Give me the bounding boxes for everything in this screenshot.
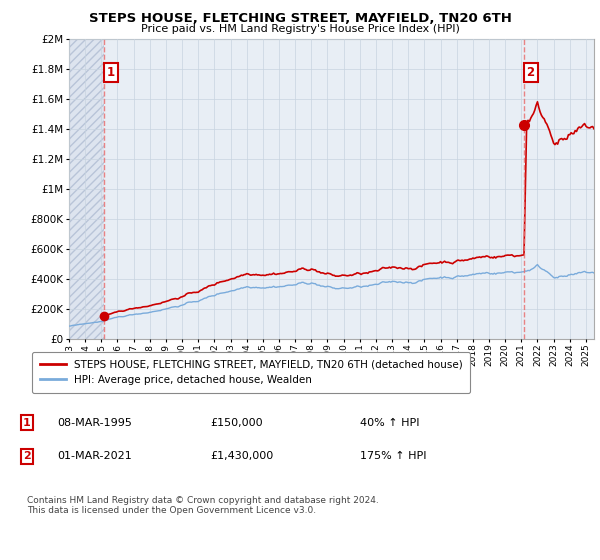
- STEPS HOUSE, FLETCHING STREET, MAYFIELD, TN20 6TH (detached house): [102, 312, 109, 319]
- HPI: Average price, detached house, Wealden: (2.02e+03, 4.46e+05): Average price, detached house, Wealden: …: [503, 269, 510, 276]
- Line: HPI: Average price, detached house, Wealden: HPI: Average price, detached house, Weal…: [69, 264, 594, 326]
- STEPS HOUSE, FLETCHING STREET, MAYFIELD, TN20 6TH (detached house): [534, 99, 541, 105]
- STEPS HOUSE, FLETCHING STREET, MAYFIELD, TN20 6TH (detached house): [211, 282, 218, 288]
- Text: 08-MAR-1995: 08-MAR-1995: [57, 418, 132, 428]
- HPI: Average price, detached house, Wealden: (2.01e+03, 3.75e+05): Average price, detached house, Wealden: …: [406, 279, 413, 286]
- Text: Contains HM Land Registry data © Crown copyright and database right 2024.
This d: Contains HM Land Registry data © Crown c…: [27, 496, 379, 515]
- Text: £1,430,000: £1,430,000: [210, 451, 273, 461]
- Text: 01-MAR-2021: 01-MAR-2021: [57, 451, 132, 461]
- HPI: Average price, detached house, Wealden: (1.99e+03, 8.49e+04): Average price, detached house, Wealden: …: [65, 323, 73, 329]
- HPI: Average price, detached house, Wealden: (2.02e+03, 4.54e+05): Average price, detached house, Wealden: …: [526, 268, 533, 274]
- Text: £150,000: £150,000: [210, 418, 263, 428]
- Text: 2: 2: [23, 451, 31, 461]
- HPI: Average price, detached house, Wealden: (2.03e+03, 4.39e+05): Average price, detached house, Wealden: …: [590, 270, 598, 277]
- STEPS HOUSE, FLETCHING STREET, MAYFIELD, TN20 6TH (detached house): [308, 265, 315, 272]
- Bar: [69, 39, 104, 339]
- Text: 1: 1: [106, 66, 115, 78]
- Text: 40% ↑ HPI: 40% ↑ HPI: [360, 418, 419, 428]
- STEPS HOUSE, FLETCHING STREET, MAYFIELD, TN20 6TH (detached house): [590, 125, 598, 132]
- Text: 1: 1: [23, 418, 31, 428]
- HPI: Average price, detached house, Wealden: (2e+03, 3.27e+05): Average price, detached house, Wealden: …: [232, 286, 239, 293]
- STEPS HOUSE, FLETCHING STREET, MAYFIELD, TN20 6TH (detached house): [472, 255, 479, 262]
- Line: STEPS HOUSE, FLETCHING STREET, MAYFIELD, TN20 6TH (detached house): STEPS HOUSE, FLETCHING STREET, MAYFIELD,…: [106, 102, 594, 316]
- HPI: Average price, detached house, Wealden: (2e+03, 2.38e+05): Average price, detached house, Wealden: …: [182, 300, 190, 306]
- Text: STEPS HOUSE, FLETCHING STREET, MAYFIELD, TN20 6TH: STEPS HOUSE, FLETCHING STREET, MAYFIELD,…: [89, 12, 511, 25]
- Text: 2: 2: [526, 66, 535, 78]
- HPI: Average price, detached house, Wealden: (2.02e+03, 4.96e+05): Average price, detached house, Wealden: …: [534, 261, 541, 268]
- STEPS HOUSE, FLETCHING STREET, MAYFIELD, TN20 6TH (detached house): [149, 302, 156, 309]
- STEPS HOUSE, FLETCHING STREET, MAYFIELD, TN20 6TH (detached house): [220, 278, 227, 284]
- STEPS HOUSE, FLETCHING STREET, MAYFIELD, TN20 6TH (detached house): [127, 305, 134, 312]
- Legend: STEPS HOUSE, FLETCHING STREET, MAYFIELD, TN20 6TH (detached house), HPI: Average: STEPS HOUSE, FLETCHING STREET, MAYFIELD,…: [32, 352, 470, 393]
- Text: Price paid vs. HM Land Registry's House Price Index (HPI): Price paid vs. HM Land Registry's House …: [140, 24, 460, 34]
- Text: 175% ↑ HPI: 175% ↑ HPI: [360, 451, 427, 461]
- HPI: Average price, detached house, Wealden: (2.02e+03, 4.16e+05): Average price, detached house, Wealden: …: [559, 273, 566, 280]
